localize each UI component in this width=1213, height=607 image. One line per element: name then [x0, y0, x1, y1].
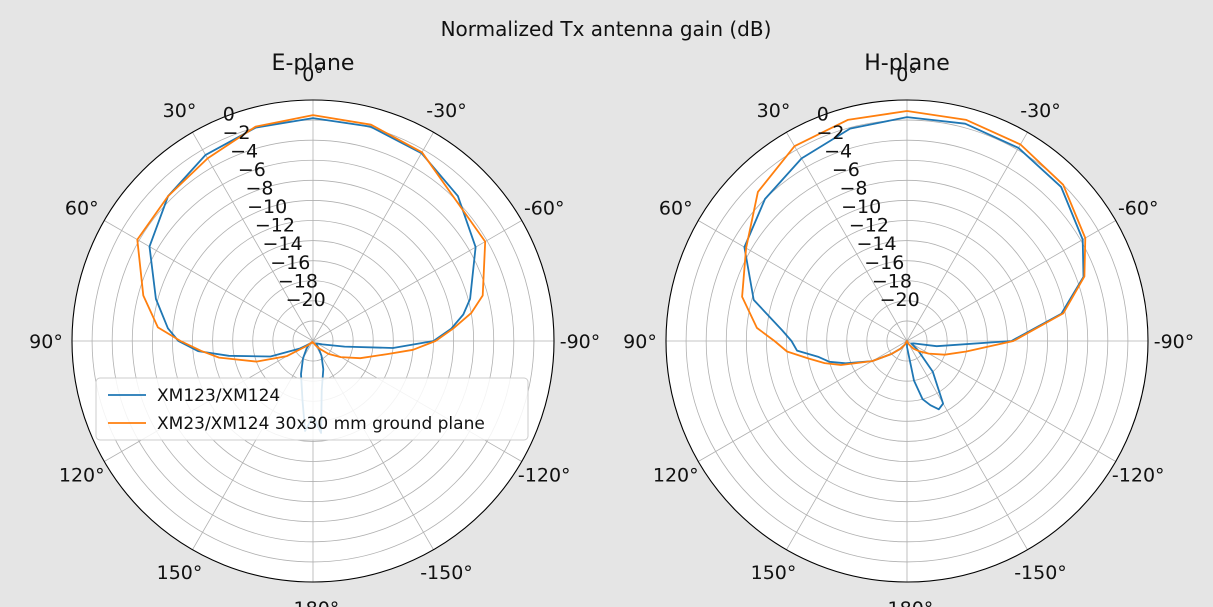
angle-tick-label: -120° [518, 465, 571, 487]
angular-grid-line [104, 220, 314, 342]
radial-tick-label: −18 [278, 270, 318, 292]
angle-tick-label: 90° [29, 331, 63, 353]
angle-tick-label: -30° [1020, 100, 1061, 122]
radial-tick-label: −10 [247, 196, 287, 218]
angle-tick-label: 60° [659, 198, 693, 220]
figure-title: Normalized Tx antenna gain (dB) [441, 17, 772, 41]
series-line-2 [741, 110, 1087, 366]
angle-tick-label: 150° [751, 562, 797, 584]
radial-tick-label: −2 [222, 122, 250, 144]
angular-grid-line [192, 132, 314, 342]
angular-grid-line [312, 340, 434, 550]
angular-grid-line [906, 132, 1028, 342]
angular-grid-line [312, 220, 522, 342]
angular-grid-line [192, 340, 314, 550]
angle-tick-label: 60° [65, 198, 99, 220]
angular-grid-line [698, 220, 908, 342]
radial-tick-label: −8 [840, 178, 868, 200]
radial-tick-label: −12 [255, 215, 295, 237]
radial-tick-label: −16 [270, 252, 310, 274]
radial-tick-label: −6 [238, 159, 266, 181]
polar-spine [665, 99, 1149, 583]
angular-grid-line [906, 340, 1116, 462]
angle-tick-label: -90° [560, 331, 601, 353]
radial-tick-label: −14 [857, 233, 897, 255]
radial-tick-label: −4 [230, 140, 258, 162]
radial-tick-label: −20 [880, 289, 920, 311]
angular-grid-line [906, 340, 1028, 550]
angle-tick-label: -60° [1118, 198, 1159, 220]
legend-box [95, 377, 529, 441]
angle-tick-label: 150° [157, 562, 203, 584]
angle-tick-label: 0° [302, 64, 324, 86]
angle-tick-label: -150° [420, 562, 473, 584]
angle-tick-label: 120° [59, 465, 105, 487]
subplot-title: H-plane [864, 51, 950, 76]
angle-tick-label: -180° [881, 598, 934, 607]
angular-grid-line [906, 220, 1116, 342]
radial-tick-label: −18 [872, 270, 912, 292]
legend-label-1: XM123/XM124 [157, 386, 280, 406]
legend: XM123/XM124 XM23/XM124 30x30 mm ground p… [95, 377, 529, 441]
angular-grid-line [312, 132, 434, 342]
radial-tick-label: 0 [223, 103, 235, 125]
radial-tick-label: 0 [817, 103, 829, 125]
series-line-2 [136, 114, 487, 363]
radial-tick-label: −16 [864, 252, 904, 274]
radial-tick-label: −4 [824, 140, 852, 162]
angle-tick-label: 0° [896, 64, 918, 86]
angle-tick-label: -90° [1154, 331, 1195, 353]
radial-tick-label: −6 [832, 159, 860, 181]
polar-spine [71, 99, 555, 583]
angle-tick-label: -180° [287, 598, 340, 607]
angular-grid-line [786, 340, 908, 550]
radial-tick-label: −14 [263, 233, 303, 255]
subplot-title: E-plane [272, 51, 355, 76]
radial-tick-label: −10 [841, 196, 881, 218]
angle-tick-label: -150° [1014, 562, 1067, 584]
angle-tick-label: 30° [163, 100, 197, 122]
angle-tick-label: 120° [653, 465, 699, 487]
e-plane-polar-plot: 0° 30° 60° 90° 120° 150° -180° -150° -120° -90° -6… [29, 51, 600, 607]
angle-tick-label: -30° [426, 100, 467, 122]
radial-tick-label: −20 [286, 289, 326, 311]
h-plane-polar-plot: 0° 30° 60° 90° 120° 150° -180° -150° -120° -90° -6… [623, 51, 1194, 607]
radial-tick-label: −2 [816, 122, 844, 144]
angle-tick-label: -120° [1112, 465, 1165, 487]
legend-label-2: XM23/XM124 30x30 mm ground plane [157, 414, 485, 434]
angle-tick-label: 90° [623, 331, 657, 353]
series-line-1 [743, 116, 1085, 411]
angle-tick-label: -60° [524, 198, 565, 220]
radial-tick-label: −8 [246, 178, 274, 200]
angular-grid-line [786, 132, 908, 342]
radial-tick-label: −12 [849, 215, 889, 237]
angle-tick-label: 30° [757, 100, 791, 122]
